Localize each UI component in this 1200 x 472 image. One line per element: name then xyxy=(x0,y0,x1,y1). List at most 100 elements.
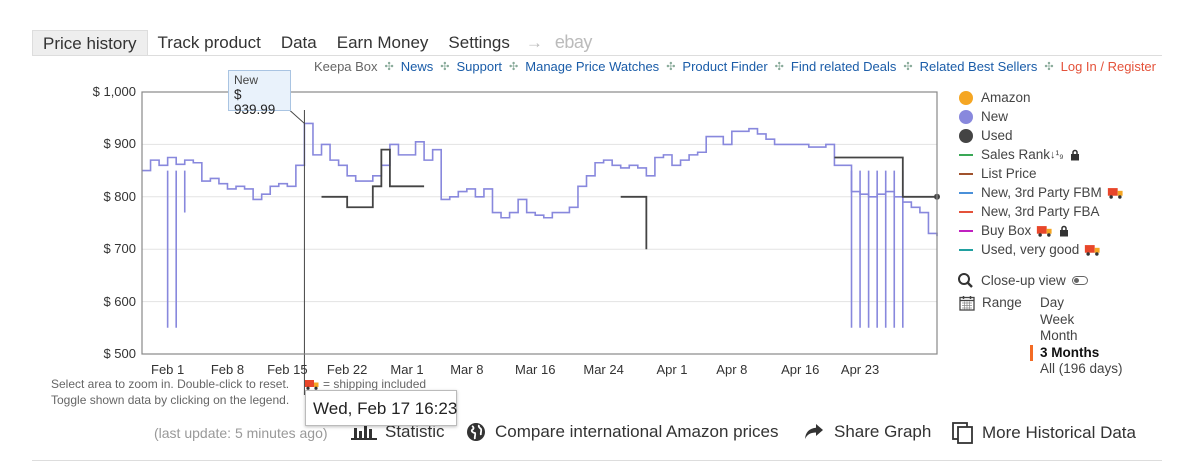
x-tick-label: Apr 16 xyxy=(781,362,820,377)
tab-data[interactable]: Data xyxy=(280,33,317,52)
legend-label: Sales Rank xyxy=(981,147,1051,162)
related-best-sellers-link[interactable]: Related Best Sellers xyxy=(919,59,1038,74)
share-graph-label: Share Graph xyxy=(834,422,932,441)
range-options: Day Week Month 3 Months All (196 days) xyxy=(1030,295,1123,378)
y-tick-label: $ 800 xyxy=(103,188,136,204)
price-tooltip: New $ 939.99 xyxy=(228,70,291,117)
more-historical-data-label: More Historical Data xyxy=(982,423,1136,442)
legend-label: Buy Box xyxy=(981,223,1032,238)
x-tick-label: Apr 23 xyxy=(840,362,880,377)
plot-frame xyxy=(141,91,938,355)
tab-divider xyxy=(32,55,1162,56)
support-link[interactable]: Support xyxy=(456,59,503,74)
x-tick-label: Mar 16 xyxy=(514,362,556,377)
hint-zoom: Select area to zoom in. Double-click to … xyxy=(51,377,290,391)
separator-icon: ✣ xyxy=(384,61,394,73)
legend-item[interactable]: Buy Box xyxy=(957,221,1124,240)
truck-icon xyxy=(305,379,319,390)
plot-area xyxy=(142,92,937,354)
x-tick-label: Feb 1 xyxy=(151,362,185,377)
calendar-icon xyxy=(959,296,975,311)
legend-label: Used, very good xyxy=(981,242,1080,257)
product-finder-link[interactable]: Product Finder xyxy=(682,59,768,74)
legend-item[interactable]: List Price xyxy=(957,164,1124,183)
legend-item[interactable]: Amazon xyxy=(957,88,1124,107)
chart-legend: Amazon New Used Sales Rank ↓¹₉ List Price New… xyxy=(957,88,1124,259)
range-option[interactable]: Month xyxy=(1040,328,1078,343)
legend-swatch xyxy=(959,210,973,213)
bar-chart-icon xyxy=(351,426,377,440)
y-tick-label: $ 500 xyxy=(103,346,136,361)
keepa-box-label: Keepa Box xyxy=(313,59,378,74)
legend-swatch xyxy=(959,128,973,143)
legend-swatch xyxy=(959,248,973,251)
range-option[interactable]: Week xyxy=(1040,311,1075,327)
x-tick-label: Feb 8 xyxy=(210,362,245,377)
tab-earn-money[interactable]: Earn Money xyxy=(336,33,429,52)
login-register-link[interactable]: Log In / Register xyxy=(1060,59,1156,74)
range-option[interactable]: Day xyxy=(1040,295,1065,310)
legend-item[interactable]: Sales Rank ↓¹₉ xyxy=(957,145,1124,164)
x-tick-label: Mar 8 xyxy=(450,362,484,377)
legend-item[interactable]: New, 3rd Party FBA xyxy=(957,202,1124,221)
legend-item[interactable]: Used xyxy=(957,126,1124,145)
series-used-line xyxy=(620,195,648,250)
more-historical-data-button[interactable]: More Historical Data xyxy=(952,422,1136,444)
y-tick-label: $ 700 xyxy=(103,241,136,257)
find-related-deals-link[interactable]: Find related Deals xyxy=(790,59,897,74)
tab-bar: Price history Track product Data Earn Mo… xyxy=(32,30,598,56)
legend-swatch xyxy=(959,172,973,175)
legend-label: List Price xyxy=(981,166,1037,181)
separator-icon: ✣ xyxy=(440,61,450,73)
legend-item[interactable]: New xyxy=(957,107,1124,126)
legend-swatch xyxy=(959,109,973,124)
x-tick-label: Apr 8 xyxy=(716,362,748,377)
legend-item[interactable]: Used, very good xyxy=(957,240,1124,259)
y-tick-label: $ 900 xyxy=(103,136,136,152)
legend-label: Used xyxy=(981,128,1013,143)
range-option[interactable]: 3 Months xyxy=(1030,344,1123,361)
separator-icon: ✣ xyxy=(509,61,519,73)
news-link[interactable]: News xyxy=(400,59,434,74)
last-update: (last update: 5 minutes ago) xyxy=(154,425,328,441)
arrow-icon: → xyxy=(525,33,543,52)
tab-price-history[interactable]: Price history xyxy=(32,30,148,56)
separator-icon: ✣ xyxy=(1044,61,1054,73)
shipping-note-label: = shipping included xyxy=(323,377,427,391)
tooltip-pointer xyxy=(289,109,305,124)
tab-track-product[interactable]: Track product xyxy=(157,33,261,52)
bottom-divider xyxy=(32,460,1162,461)
lock-icon xyxy=(1060,225,1069,236)
chart-hint: Select area to zoom in. Double-click to … xyxy=(51,376,289,408)
sort-icon: ↓¹₉ xyxy=(1050,148,1064,161)
tab-settings[interactable]: Settings xyxy=(448,33,510,52)
x-tick-label: Mar 24 xyxy=(583,362,624,377)
tooltip-series-label: New xyxy=(234,73,259,87)
legend-swatch xyxy=(959,191,973,194)
compare-prices-button[interactable]: Compare international Amazon prices xyxy=(466,422,778,442)
legend-label: Amazon xyxy=(981,90,1031,105)
range-option[interactable]: All (196 days) xyxy=(1040,361,1123,376)
closeup-view-label: Close-up view xyxy=(981,273,1066,288)
legend-item[interactable]: New, 3rd Party FBM xyxy=(957,183,1124,202)
x-tick-label: Apr 1 xyxy=(656,362,688,377)
x-tick-label: Feb 15 xyxy=(267,362,308,377)
legend-label: New, 3rd Party FBA xyxy=(981,204,1100,219)
statistic-button[interactable]: Statistic xyxy=(351,422,445,442)
legend-swatch xyxy=(959,229,973,232)
hint-legend: Toggle shown data by clicking on the leg… xyxy=(51,393,290,407)
truck-icon xyxy=(1107,187,1123,199)
closeup-view-toggle[interactable] xyxy=(1071,276,1088,285)
separator-icon: ✣ xyxy=(666,61,676,73)
tooltip-value: $ 939.99 xyxy=(234,87,276,117)
manage-price-watches-link[interactable]: Manage Price Watches xyxy=(525,59,660,74)
tab-ebay[interactable]: ebay xyxy=(554,32,593,52)
hover-date-label: Wed, Feb 17 16:23 xyxy=(305,390,457,426)
legend-swatch xyxy=(959,90,973,105)
compare-prices-label: Compare international Amazon prices xyxy=(495,422,779,441)
share-arrow-icon xyxy=(805,424,823,439)
x-tick-label: Feb 22 xyxy=(326,362,368,377)
share-graph-button[interactable]: Share Graph xyxy=(804,422,931,442)
closeup-view-row: Close-up view xyxy=(957,272,1088,289)
